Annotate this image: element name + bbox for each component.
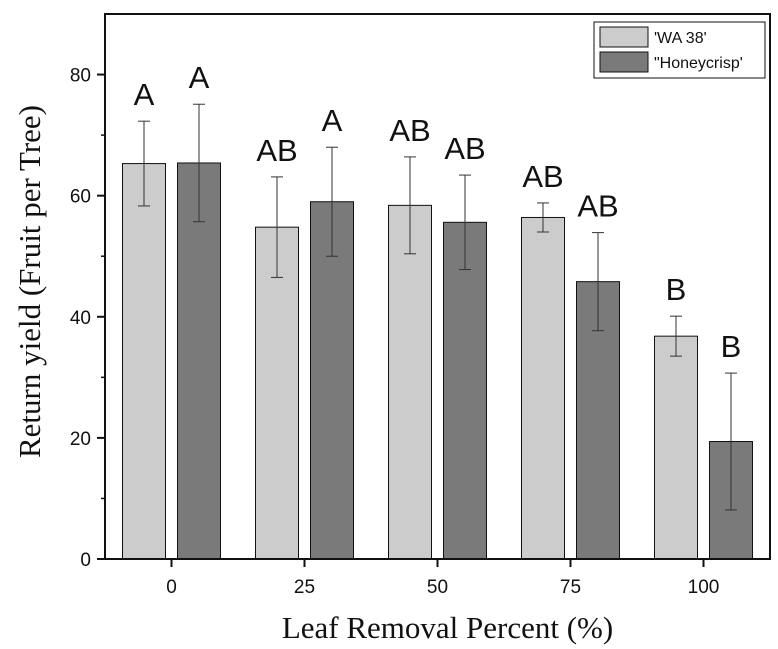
bar-wa38 xyxy=(654,335,698,560)
bars-layer xyxy=(122,162,753,560)
significance-label: B xyxy=(666,272,687,307)
bar-wa38 xyxy=(521,216,565,560)
significance-label: AB xyxy=(522,159,563,194)
bar-honeycrisp xyxy=(177,162,221,560)
significance-label: AB xyxy=(577,189,618,224)
significance-label: AB xyxy=(256,133,297,168)
x-axis-title: Leaf Removal Percent (%) xyxy=(282,610,613,645)
significance-label: AB xyxy=(389,113,430,148)
bar-honeycrisp xyxy=(310,201,354,560)
legend-label-wa38: 'WA 38' xyxy=(654,30,707,47)
error-bars-layer xyxy=(138,103,737,511)
y-axis: 0 20 40 60 80 xyxy=(70,66,105,571)
x-tick-label: 25 xyxy=(294,577,315,598)
y-tick-label: 20 xyxy=(70,429,91,450)
y-axis-title: Return yield (Fruit per Tree) xyxy=(12,105,47,458)
y-tick-label: 0 xyxy=(80,550,91,571)
x-tick-label: 0 xyxy=(166,577,177,598)
x-tick-label: 50 xyxy=(427,577,448,598)
significance-label: B xyxy=(721,329,742,364)
bar-wa38 xyxy=(388,204,432,560)
x-tick-label: 100 xyxy=(688,577,720,598)
significance-label: A xyxy=(322,103,343,138)
bar-honeycrisp xyxy=(443,221,487,560)
legend: 'WA 38' "Honeycrisp' xyxy=(593,21,766,79)
bar-wa38 xyxy=(122,163,166,560)
legend-swatch-wa38 xyxy=(599,26,649,48)
y-tick-label: 60 xyxy=(70,187,91,208)
legend-label-honeycrisp: "Honeycrisp' xyxy=(654,55,743,72)
y-tick-label: 40 xyxy=(70,308,91,329)
y-tick-label: 80 xyxy=(70,66,91,87)
x-axis: 0 25 50 75 100 xyxy=(166,559,719,598)
legend-swatch-honeycrisp xyxy=(599,51,649,73)
bar-wa38 xyxy=(255,226,299,560)
x-tick-label: 75 xyxy=(560,577,581,598)
significance-label: A xyxy=(134,77,155,112)
significance-label: AB xyxy=(444,131,485,166)
significance-label: A xyxy=(189,60,210,95)
